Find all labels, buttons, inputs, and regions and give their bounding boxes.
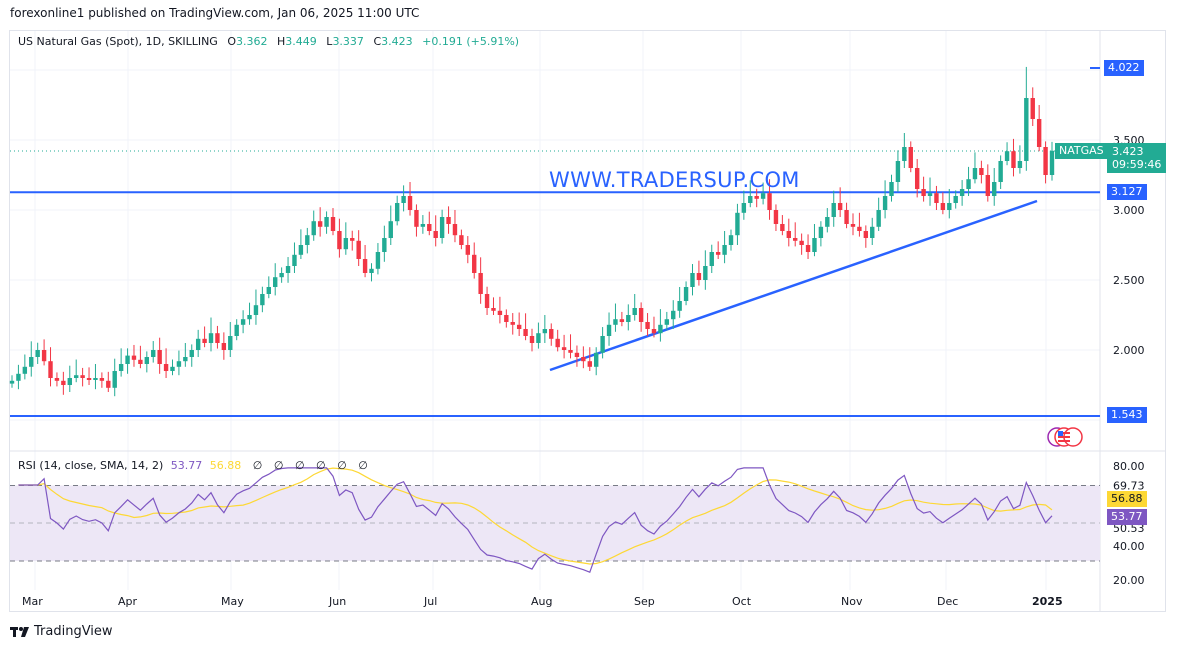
open-value: 3.362: [236, 35, 268, 48]
high-line-tag: 4.022: [1104, 60, 1144, 76]
x-label-2025: 2025: [1032, 595, 1063, 608]
x-label-may: May: [221, 595, 244, 608]
last-price: 3.423: [1112, 145, 1144, 158]
null-icon: ∅: [294, 459, 305, 472]
watermark-text: WWW.TRADERSUP.COM: [549, 168, 800, 192]
rsi-sma-value: 56.88: [209, 459, 242, 472]
svg-text:3.000: 3.000: [1113, 204, 1145, 217]
chart-frame: [9, 30, 1166, 612]
x-label-oct: Oct: [732, 595, 752, 608]
svg-text:2.000: 2.000: [1113, 344, 1145, 357]
svg-text:69.73: 69.73: [1113, 480, 1145, 493]
rsi-value: 53.77: [170, 459, 203, 472]
x-label-sep: Sep: [634, 595, 655, 608]
publisher-line: forexonline1 published on TradingView.co…: [10, 6, 420, 20]
low-value: 3.337: [332, 35, 364, 48]
null-icon: ∅: [316, 459, 326, 472]
bar-countdown: 09:59:46: [1112, 158, 1162, 171]
high-value: 3.449: [285, 35, 317, 48]
x-label-aug: Aug: [531, 595, 553, 608]
svg-text:40.00: 40.00: [1113, 540, 1145, 553]
null-icon: ∅: [337, 459, 347, 472]
null-icon: ∅: [358, 459, 368, 472]
last-price-tag: 3.423 09:59:46: [1107, 143, 1167, 173]
null-icon: ∅: [252, 459, 263, 472]
svg-text:50.53: 50.53: [1113, 522, 1145, 535]
support-tag: 1.543: [1107, 407, 1147, 423]
x-label-jul: Jul: [424, 595, 438, 608]
rsi-sma-tag: 56.88: [1107, 491, 1147, 507]
x-label-apr: Apr: [118, 595, 138, 608]
rsi-title: RSI (14, close, SMA, 14, 2): [18, 459, 164, 472]
symbol-tag: NATGAS: [1055, 143, 1108, 159]
rsi-value-tag: 53.77: [1107, 509, 1147, 525]
change-value: +0.191 (+5.91%): [422, 35, 520, 48]
x-label-mar: Mar: [22, 595, 43, 608]
us-flag-event-icons[interactable]: [1047, 427, 1103, 447]
symbol-title: US Natural Gas (Spot), 1D, SKILLING: [18, 35, 218, 48]
svg-text:2.500: 2.500: [1113, 274, 1145, 287]
null-icon: ∅: [273, 459, 284, 472]
tradingview-logo[interactable]: TradingView: [10, 624, 113, 639]
x-label-jun: Jun: [329, 595, 347, 608]
x-label-dec: Dec: [937, 595, 959, 608]
x-label-nov: Nov: [841, 595, 863, 608]
tradingview-logo-icon: [10, 626, 29, 637]
rsi-legend: RSI (14, close, SMA, 14, 2) 53.77 56.88 …: [18, 459, 368, 472]
resistance-tag: 3.127: [1107, 184, 1147, 200]
symbol-legend: US Natural Gas (Spot), 1D, SKILLING O3.3…: [18, 35, 520, 48]
svg-text:20.00: 20.00: [1113, 574, 1145, 587]
svg-text:80.00: 80.00: [1113, 460, 1145, 473]
close-value: 3.423: [381, 35, 413, 48]
tradingview-brand: TradingView: [34, 624, 113, 639]
